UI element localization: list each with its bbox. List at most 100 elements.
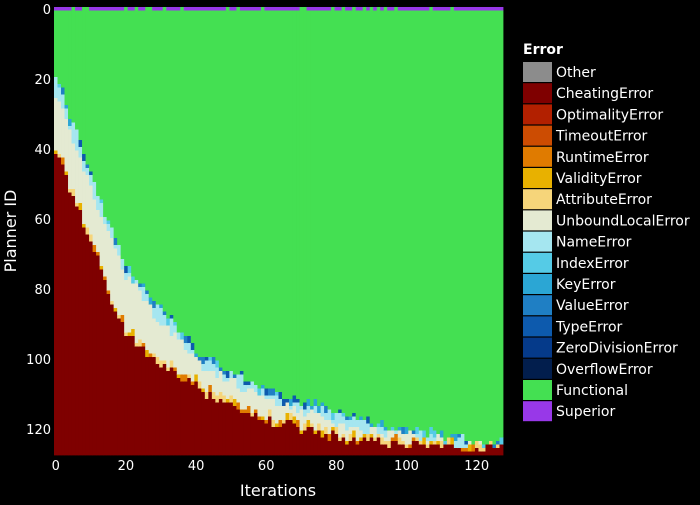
heatmap-cell-validityerror (260, 416, 265, 421)
heatmap-cell-cheatingerror (267, 416, 272, 456)
heatmap-cell-functional (183, 10, 188, 337)
heatmap-cell-functional (225, 7, 230, 372)
heatmap-cell-functional (467, 10, 472, 442)
heatmap-cell-valueerror (345, 416, 350, 421)
heatmap-cell-nameerror (155, 304, 160, 312)
heatmap-cell-functional (117, 10, 122, 246)
heatmap-cell-cheatingerror (338, 441, 343, 456)
heatmap-cell-unboundlocalerror (397, 430, 402, 438)
heatmap-cell-nameerror (204, 360, 209, 372)
heatmap-cell-validityerror (292, 416, 297, 424)
heatmap-cell-functional (415, 10, 420, 428)
heatmap-cell-functional (495, 10, 500, 442)
heatmap-cell-nameerror (159, 308, 164, 326)
heatmap-cell-validityerror (313, 430, 318, 435)
heatmap-cell-functional (197, 10, 202, 358)
heatmap-cell-indexerror (131, 276, 136, 284)
heatmap-cell-functional (285, 10, 290, 400)
heatmap-cell-unboundlocalerror (436, 434, 441, 442)
heatmap-cell-superior (282, 7, 286, 11)
heatmap-cell-valueerror (152, 301, 157, 309)
legend-swatch-runtimeerror (523, 146, 552, 167)
heatmap-cell-functional (432, 10, 437, 431)
heatmap-cell-functional (292, 10, 297, 396)
heatmap-cell-attributeerror (85, 227, 90, 235)
heatmap-cell-functional (313, 10, 318, 400)
heatmap-cell-keyerror (159, 304, 164, 309)
heatmap-cell-typeerror (246, 381, 251, 386)
heatmap-cell-attributeerror (215, 395, 220, 403)
heatmap-cell-cheatingerror (225, 402, 230, 456)
heatmap-cell-functional (331, 7, 336, 414)
heatmap-cell-attributeerror (415, 437, 420, 442)
heatmap-cell-validityerror (345, 441, 350, 445)
heatmap-cell-typeerror (225, 371, 230, 379)
heatmap-cell-cheatingerror (257, 420, 262, 456)
legend-label: ValidityError (556, 171, 642, 187)
heatmap-cell-nameerror (229, 371, 234, 375)
heatmap-cell-cheatingerror (138, 346, 143, 456)
heatmap-cell-validityerror (201, 388, 206, 393)
heatmap-cell-runtimeerror (236, 402, 241, 410)
heatmap-cell-functional (257, 10, 262, 389)
heatmap-cell-cheatingerror (376, 437, 381, 456)
heatmap-cell-cheatingerror (117, 318, 122, 456)
heatmap-cell-nameerror (250, 385, 255, 389)
heatmap-cell-functional (488, 10, 493, 442)
heatmap-cell-functional (232, 10, 237, 375)
heatmap-cell-unboundlocalerror (166, 325, 171, 368)
heatmap-cell-attributeerror (222, 395, 227, 403)
heatmap-cell-typeerror (366, 416, 371, 424)
heatmap-cell-runtimeerror (148, 353, 153, 358)
heatmap-cell-unboundlocalerror (71, 143, 76, 190)
legend-swatch-typeerror (523, 316, 552, 337)
heatmap-cell-unboundlocalerror (155, 322, 160, 358)
heatmap-cell-unboundlocalerror (338, 423, 343, 438)
heatmap-cell-cheatingerror (289, 420, 293, 456)
heatmap-cell-functional (110, 10, 115, 228)
heatmap-cell-unboundlocalerror (425, 441, 430, 445)
heatmap-cell-superior (253, 7, 258, 11)
heatmap-cell-unboundlocalerror (110, 238, 115, 302)
heatmap-cell-attributeerror (324, 427, 329, 435)
heatmap-cell-attributeerror (310, 423, 314, 428)
heatmap-cell-indexerror (331, 413, 336, 421)
heatmap-cell-cheatingerror (345, 444, 350, 456)
heatmap-cell-cheatingerror (246, 413, 251, 456)
heatmap-cell-cheatingerror (485, 444, 490, 456)
heatmap-cell-cheatingerror (96, 255, 100, 456)
heatmap-cell-indexerror (415, 427, 420, 435)
heatmap-cell-functional (366, 10, 371, 417)
heatmap-cell-nameerror (383, 430, 388, 438)
heatmap-cell-cheatingerror (260, 420, 265, 456)
heatmap-cell-cheatingerror (285, 420, 290, 456)
heatmap-cell-unboundlocalerror (387, 430, 392, 442)
heatmap-cell-functional (481, 10, 486, 445)
heatmap-cell-cheatingerror (124, 336, 129, 456)
heatmap-cell-runtimeerror (471, 444, 476, 452)
heatmap-cell-typeerror (204, 357, 209, 361)
heatmap-cell-valueerror (61, 87, 65, 95)
heatmap-cell-nameerror (355, 423, 360, 428)
heatmap-cell-functional (267, 10, 272, 389)
heatmap-cell-functional (359, 10, 364, 417)
heatmap-cell-unboundlocalerror (327, 420, 332, 435)
heatmap-cell-superior (471, 7, 476, 11)
heatmap-cell-cheatingerror (457, 448, 462, 456)
heatmap-cell-indexerror (481, 444, 486, 449)
heatmap-cell-functional (159, 10, 164, 305)
heatmap-cell-cheatingerror (253, 413, 258, 456)
heatmap-cell-unboundlocalerror (187, 353, 192, 375)
heatmap-cell-functional (271, 10, 276, 389)
legend-label: AttributeError (556, 192, 652, 208)
heatmap-cell-unboundlocalerror (57, 101, 62, 155)
heatmap-cell-unboundlocalerror (467, 441, 472, 445)
heatmap-cell-nameerror (394, 430, 399, 435)
heatmap-cell-superior (267, 7, 272, 11)
heatmap-cell-unboundlocalerror (383, 437, 388, 442)
heatmap-cell-functional (436, 10, 441, 435)
heatmap-cell-nameerror (341, 416, 346, 424)
heatmap-cell-nameerror (117, 245, 122, 253)
heatmap-cell-indexerror (376, 423, 381, 428)
heatmap-cell-cheatingerror (310, 427, 314, 456)
